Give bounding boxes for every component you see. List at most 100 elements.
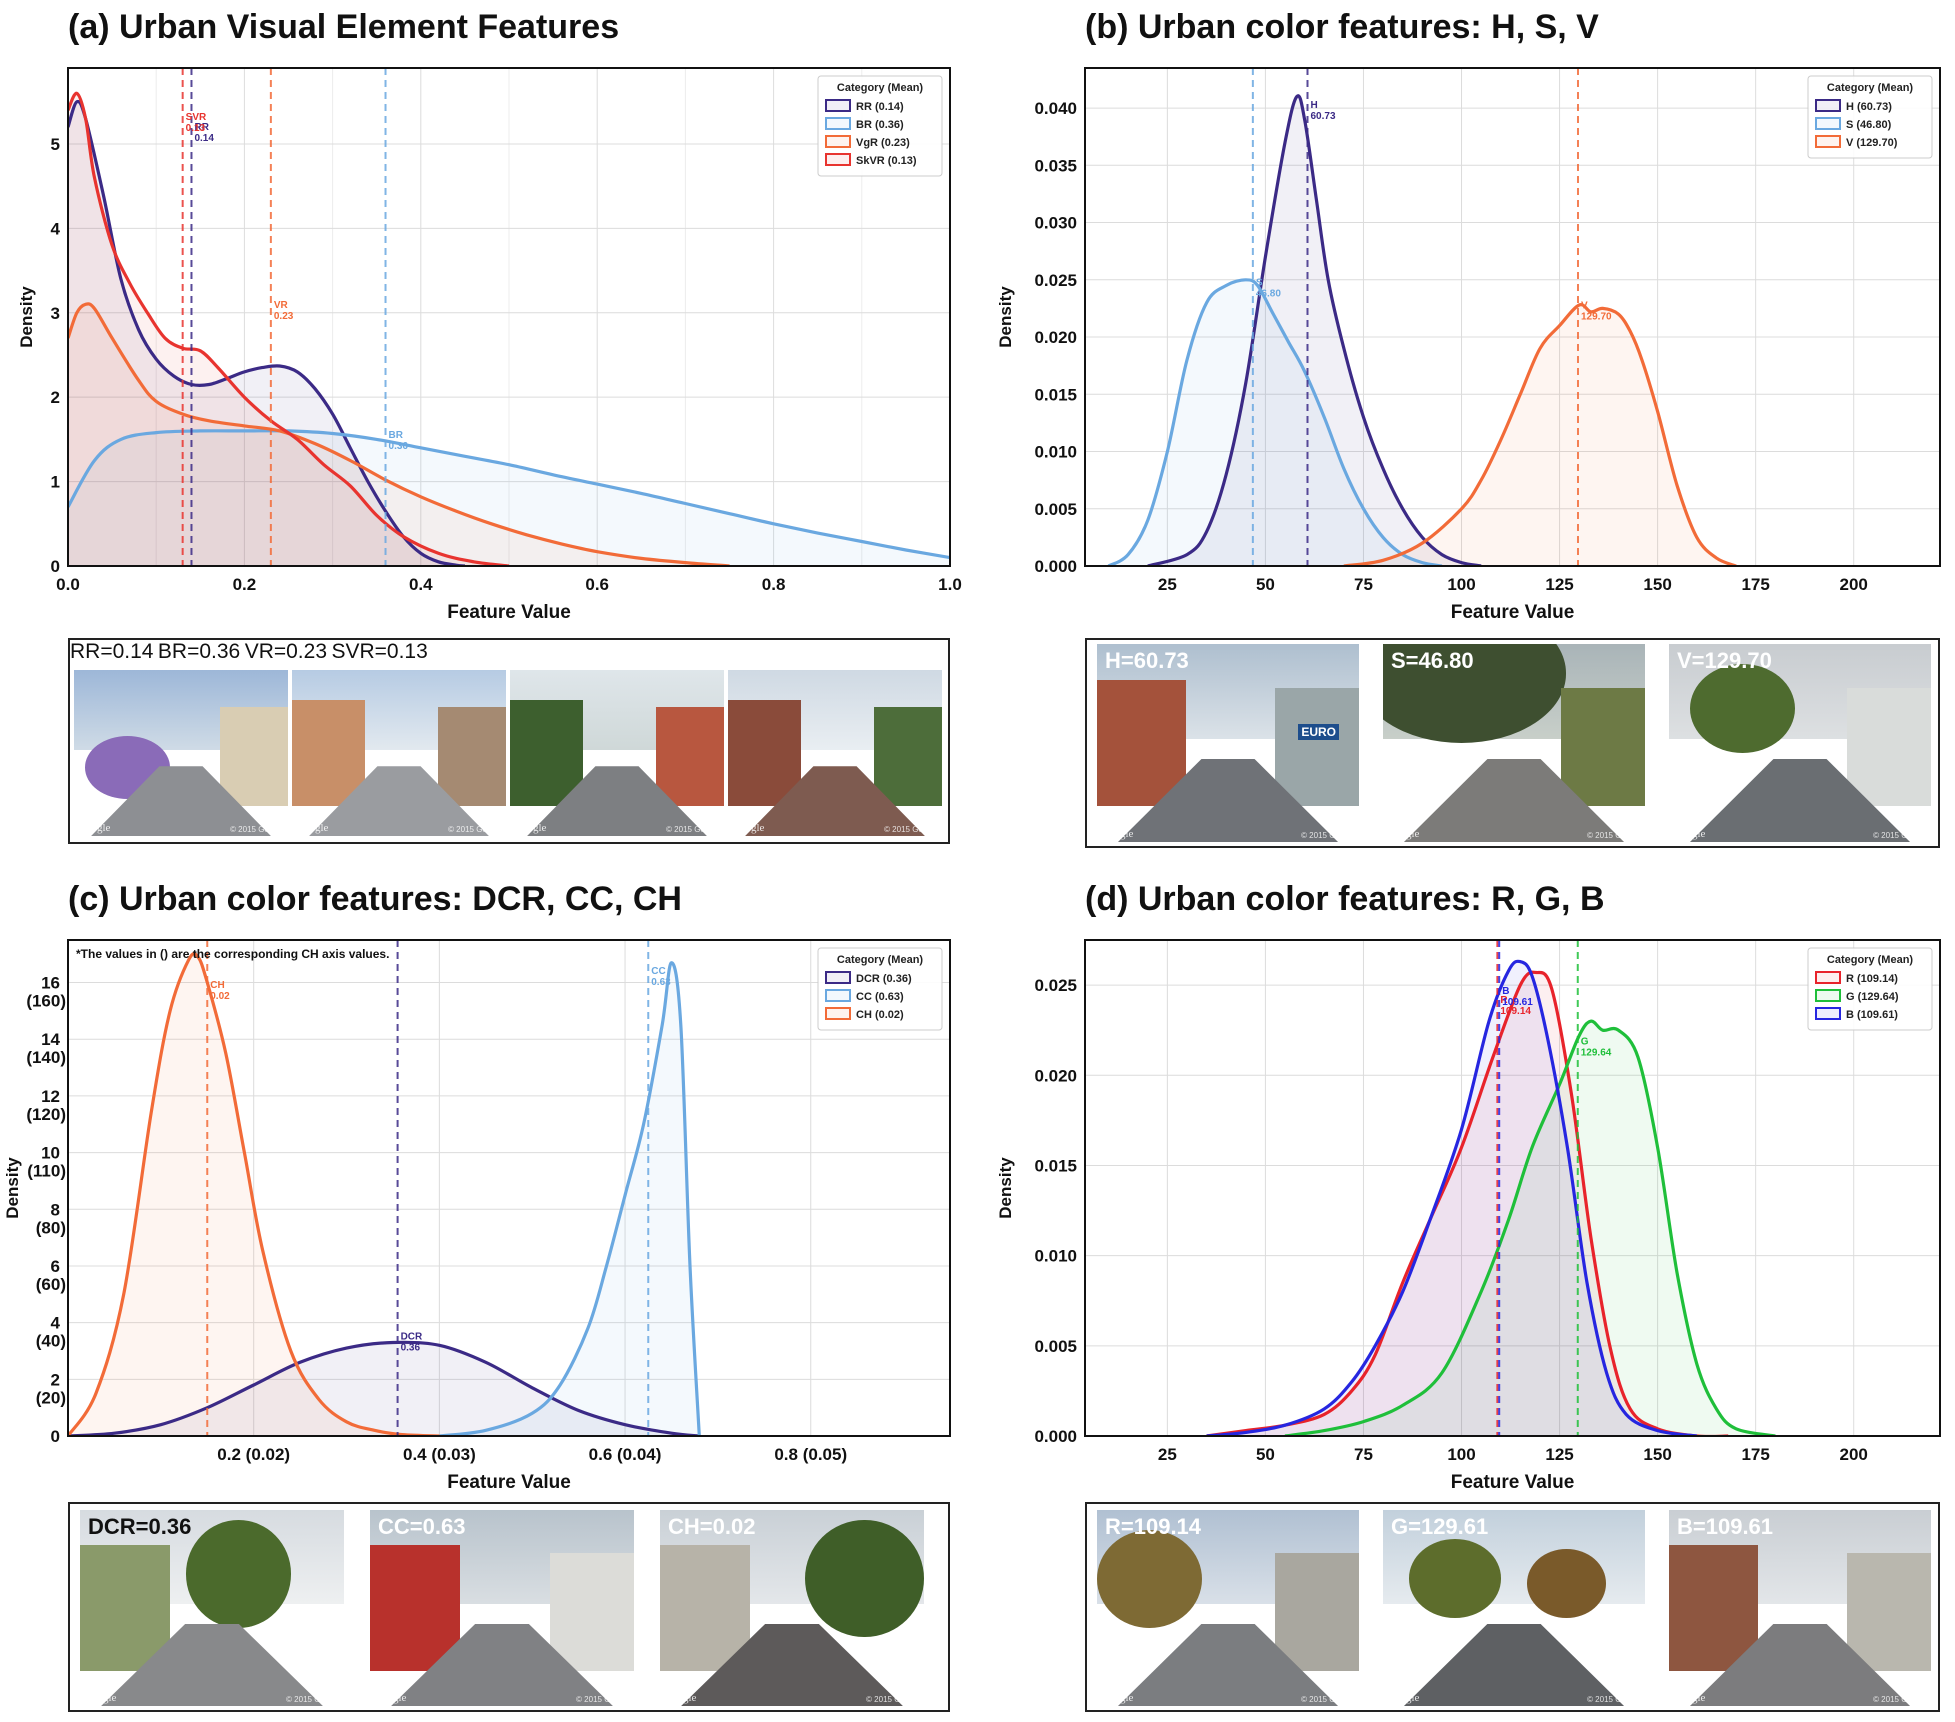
legend-swatch — [825, 99, 851, 112]
legend-label: BR (0.36) — [856, 119, 904, 131]
mean-label-name: RR — [194, 122, 209, 133]
series-line — [68, 91, 510, 566]
y-tick-label: 3 — [51, 304, 60, 323]
legend-label: VgR (0.23) — [856, 137, 910, 149]
street-view-image: Google © 2015 Google — [510, 670, 724, 836]
y-tick-label: 4 — [51, 219, 61, 238]
copyright-label: © 2015 Google — [286, 1695, 340, 1704]
copyright-label: © 2015 Google — [1873, 831, 1927, 840]
mean-label: BR 0.36 — [389, 430, 409, 452]
series-group — [68, 91, 950, 566]
y-tick-label: 2 — [51, 388, 60, 407]
image-caption: B=109.61 — [1677, 1514, 1774, 1539]
panel-c-image-strip: DCR=0.36 Google © 2015 Google CC=0.63 Go… — [68, 1502, 950, 1712]
google-watermark: Google — [78, 822, 111, 834]
panel-a-title: (a) Urban Visual Element Features — [68, 8, 620, 46]
street-view-image: Google © 2015 Google — [292, 670, 506, 836]
mean-label-value: 0.14 — [194, 133, 214, 144]
copyright-label: © 2015 Google — [666, 825, 720, 834]
image-caption: SVR=0.13 — [331, 640, 428, 663]
y-tick-label: 1 — [51, 473, 60, 492]
street-view-image: CC=0.63 Google © 2015 Google — [370, 1510, 634, 1706]
legend-swatch — [825, 153, 851, 166]
google-watermark: Google — [1673, 1692, 1706, 1704]
image-caption: V=129.70 — [1677, 648, 1772, 673]
google-watermark: Google — [1101, 828, 1134, 840]
y-axis-label: Density — [17, 286, 36, 348]
copyright-label: © 2015 Google — [448, 825, 502, 834]
panel-d-image-strip: R=109.14 Google © 2015 Google G=129.61 G… — [1085, 1502, 1940, 1712]
copyright-label: © 2015 Google — [230, 825, 284, 834]
google-watermark: Google — [664, 1692, 697, 1704]
copyright-label: © 2015 Google — [866, 1695, 920, 1704]
mean-label-value: 0.23 — [274, 311, 294, 322]
google-watermark: Google — [1101, 1692, 1134, 1704]
google-watermark: Google — [84, 1692, 117, 1704]
shop-sign: EURO — [1298, 724, 1339, 740]
mean-label-name: SVR — [186, 112, 207, 123]
street-view-image: R=109.14 Google © 2015 Google — [1097, 1510, 1359, 1706]
panel-c-title: (c) Urban color features: DCR, CC, CH — [68, 880, 682, 918]
street-view-image: S=46.80 Google © 2015 Google — [1383, 644, 1645, 842]
mean-label-name: VR — [274, 300, 289, 311]
google-watermark: Google — [296, 822, 329, 834]
x-tick-label: 0.4 — [409, 575, 433, 594]
legend-label: RR (0.14) — [856, 101, 904, 113]
series-line — [68, 429, 950, 560]
panel-b-image-strip: EURO H=60.73 Google © 2015 Google S=46.8… — [1085, 638, 1940, 848]
google-watermark: Google — [1673, 828, 1706, 840]
x-tick-label: 1.0 — [938, 575, 962, 594]
mean-label: VR 0.23 — [274, 300, 294, 322]
series-fill — [68, 303, 730, 566]
copyright-label: © 2015 Google — [1301, 831, 1355, 840]
image-caption: BR=0.36 — [157, 640, 241, 663]
series-fill — [68, 101, 465, 566]
x-axis-label: Feature Value — [447, 602, 571, 623]
image-caption: CH=0.02 — [668, 1514, 756, 1539]
mean-label-name: BR — [389, 430, 404, 441]
image-caption: VR=0.23 — [244, 640, 327, 663]
mean-label-value: 0.13 — [186, 123, 206, 134]
google-watermark: Google — [374, 1692, 407, 1704]
street-view-image: G=129.61 Google © 2015 Google — [1383, 1510, 1645, 1706]
legend-swatch — [825, 117, 851, 130]
series-line — [68, 302, 730, 566]
image-caption: DCR=0.36 — [88, 1514, 192, 1539]
copyright-label: © 2015 Google — [1587, 1695, 1641, 1704]
image-caption: H=60.73 — [1105, 648, 1189, 673]
panel-a-image-strip: Google © 2015 Google Google © 2015 Googl… — [68, 638, 950, 844]
copyright-label: © 2015 Google — [576, 1695, 630, 1704]
image-caption: CC=0.63 — [378, 1514, 466, 1539]
copyright-label: © 2015 Google — [1873, 1695, 1927, 1704]
series-fill — [68, 430, 950, 566]
google-watermark: Google — [514, 822, 547, 834]
x-tick-label: 0.6 — [585, 575, 609, 594]
street-view-image: CH=0.02 Google © 2015 Google — [660, 1510, 924, 1706]
street-view-image: DCR=0.36 Google © 2015 Google — [80, 1510, 344, 1706]
image-caption: RR=0.14 — [70, 640, 154, 663]
x-tick-label: 0.0 — [56, 575, 80, 594]
panel-d-title: (d) Urban color features: R, G, B — [1085, 880, 1605, 918]
google-watermark: Google — [732, 822, 765, 834]
street-view-image: B=109.61 Google © 2015 Google — [1669, 1510, 1931, 1706]
panel-b-title: (b) Urban color features: H, S, V — [1085, 8, 1599, 46]
series-fill — [68, 93, 509, 566]
street-view-image: Google © 2015 Google — [74, 670, 288, 836]
y-tick-label: 0 — [51, 557, 60, 576]
copyright-label: © 2015 Google — [1301, 1695, 1355, 1704]
street-view-image: EURO H=60.73 Google © 2015 Google — [1097, 644, 1359, 842]
y-tick-label: 5 — [51, 135, 60, 154]
plot-frame — [67, 67, 951, 567]
image-caption: S=46.80 — [1391, 648, 1474, 673]
x-tick-label: 0.2 — [233, 575, 257, 594]
copyright-label: © 2015 Google — [884, 825, 938, 834]
street-view-image: V=129.70 Google © 2015 Google — [1669, 644, 1931, 842]
legend-title: Category (Mean) — [837, 82, 924, 94]
street-view-image: Google © 2015 Google — [728, 670, 942, 836]
google-watermark: Google — [1387, 1692, 1420, 1704]
mean-label: RR 0.14 — [194, 122, 214, 144]
copyright-label: © 2015 Google — [1587, 831, 1641, 840]
google-watermark: Google — [1387, 828, 1420, 840]
image-caption: G=129.61 — [1391, 1514, 1489, 1539]
